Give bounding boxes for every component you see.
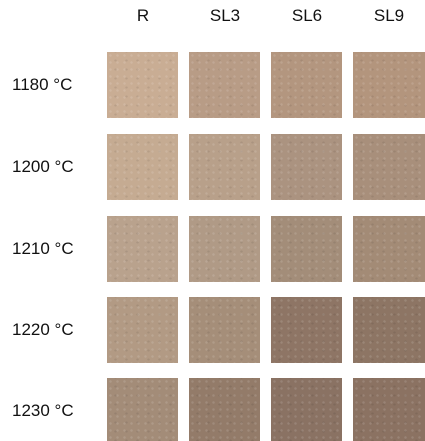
sample-tile (107, 216, 178, 282)
sample-tile (353, 216, 425, 282)
column-header: SL3 (189, 6, 261, 26)
sample-tile (271, 216, 342, 282)
row-label: 1230 °C (12, 401, 96, 421)
column-header: SL6 (271, 6, 343, 26)
row-label: 1180 °C (12, 75, 96, 95)
sample-tile (189, 378, 260, 441)
sample-tile (107, 378, 178, 441)
sample-tile (107, 52, 178, 118)
sample-tile (189, 52, 260, 118)
sample-tile (189, 216, 260, 282)
sample-figure: {"columns": ["R", "SL3", "SL6", "SL9"], … (0, 0, 425, 441)
sample-tile (107, 134, 178, 200)
column-header: SL9 (353, 6, 425, 26)
row-label: 1200 °C (12, 157, 96, 177)
sample-tile (189, 134, 260, 200)
column-header: R (107, 6, 179, 26)
sample-tile (189, 297, 260, 363)
sample-tile (271, 134, 342, 200)
sample-tile (271, 297, 342, 363)
sample-tile (107, 297, 178, 363)
sample-tile (353, 52, 425, 118)
row-label: 1210 °C (12, 239, 96, 259)
sample-tile (353, 297, 425, 363)
sample-tile (353, 134, 425, 200)
sample-tile (353, 378, 425, 441)
row-label: 1220 °C (12, 320, 96, 340)
sample-tile (271, 52, 342, 118)
sample-tile (271, 378, 342, 441)
